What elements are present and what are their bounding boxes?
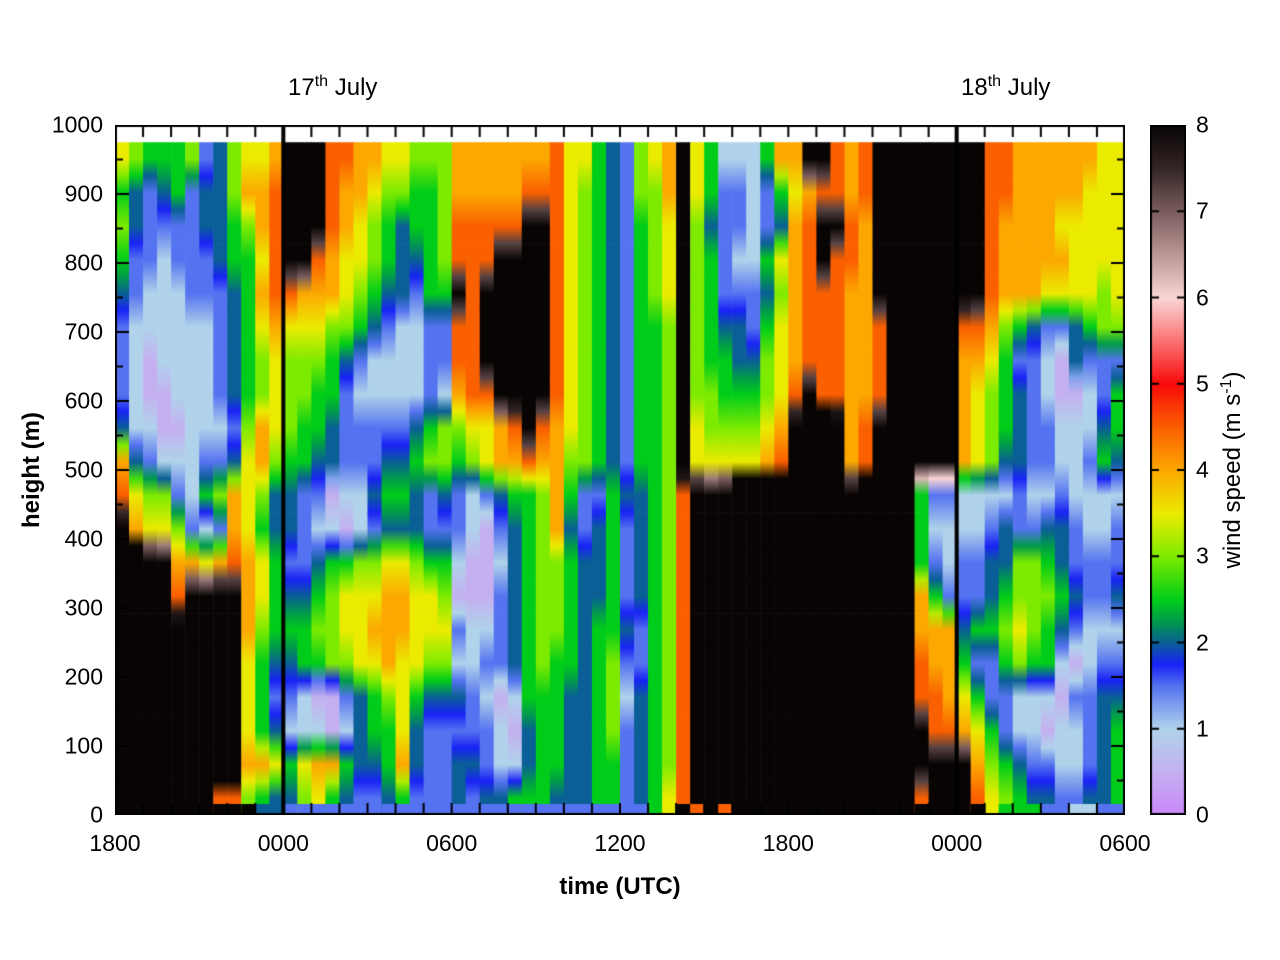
x-tick-label: 0000: [931, 830, 983, 856]
colorbar-title-sup: -1: [1218, 379, 1235, 394]
date-month: July: [1001, 74, 1051, 101]
y-tick-label: 0: [90, 801, 103, 828]
colorbar-tick-label: 6: [1196, 284, 1209, 310]
y-tick-label: 1000: [51, 111, 103, 138]
colorbar-canvas: [1150, 125, 1186, 815]
date-month: July: [328, 74, 378, 101]
y-tick-label: 500: [64, 456, 103, 483]
y-tick-label: 400: [64, 525, 103, 552]
x-tick-label: 0600: [1099, 830, 1151, 856]
colorbar-tick-label: 8: [1196, 111, 1209, 138]
y-tick-label: 800: [64, 249, 103, 276]
colorbar-tick-label: 5: [1196, 370, 1209, 397]
y-tick-label: 700: [64, 318, 103, 345]
colorbar-tick-label: 1: [1196, 715, 1209, 742]
colorbar-tick-label: 2: [1196, 629, 1209, 655]
x-tick-label: 1200: [594, 830, 646, 856]
colorbar-tick-label: 3: [1196, 542, 1209, 569]
y-tick-label: 200: [64, 663, 103, 690]
date-ordinal-suffix: th: [314, 73, 329, 90]
colorbar-tick-label: 4: [1196, 456, 1209, 483]
colorbar-tick-label: 0: [1196, 801, 1209, 828]
colorbar-title: wind speed (m s-1): [1218, 365, 1246, 575]
x-tick-label: 0000: [257, 830, 309, 856]
y-tick-label: 900: [64, 180, 103, 207]
date-ordinal-suffix: th: [987, 73, 1002, 90]
x-tick-label: 0600: [426, 830, 478, 856]
colorbar-tick-label: 7: [1196, 197, 1209, 224]
date-number: 17: [288, 74, 315, 101]
colorbar-title-close: ): [1219, 371, 1246, 380]
date-annotation-17-july: 17th July: [288, 74, 377, 102]
y-tick-label: 100: [64, 732, 103, 759]
x-tick-label: 1800: [89, 830, 141, 856]
date-number: 18: [961, 74, 988, 101]
x-axis-title: time (UTC): [559, 873, 681, 900]
heatmap-canvas: [115, 125, 1125, 815]
y-tick-label: 300: [64, 594, 103, 621]
x-tick-label: 1800: [762, 830, 814, 856]
colorbar-title-text: wind speed (m s: [1219, 393, 1246, 569]
date-annotation-18-july: 18th July: [961, 74, 1050, 102]
y-tick-label: 600: [64, 387, 103, 414]
